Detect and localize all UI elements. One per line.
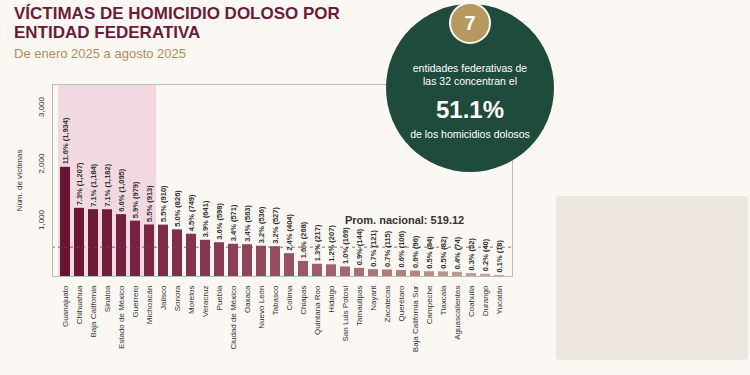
html-text:entidades federativas de las 3: entidades federativas de las 32 concentr… (412, 62, 528, 87)
svg-text:Campeche: Campeche (425, 285, 434, 324)
svg-text:7.1% (1,182): 7.1% (1,182) (103, 163, 112, 206)
svg-text:3,000: 3,000 (37, 97, 46, 118)
svg-text:Tamaulipas: Tamaulipas (355, 286, 364, 326)
svg-text:1.2% (207): 1.2% (207) (327, 225, 336, 262)
svg-text:Jalisco: Jalisco (159, 285, 168, 310)
svg-text:Quintana Roo: Quintana Roo (313, 285, 322, 335)
svg-text:0.6% (106): 0.6% (106) (397, 230, 406, 267)
svg-text:2,000: 2,000 (37, 153, 46, 174)
svg-text:5.9% (979): 5.9% (979) (131, 181, 140, 218)
svg-text:1.6% (268): 1.6% (268) (299, 221, 308, 258)
svg-text:Michoacán: Michoacán (145, 286, 154, 325)
svg-text:Estado de México: Estado de México (117, 285, 126, 349)
svg-text:0.2% (40): 0.2% (40) (481, 238, 490, 271)
svg-text:0.5% (82): 0.5% (82) (439, 236, 448, 269)
svg-text:San Luis Potosí: San Luis Potosí (341, 285, 350, 342)
svg-text:6.6% (1,095): 6.6% (1,095) (117, 168, 126, 211)
svg-text:1.0% (169): 1.0% (169) (341, 227, 350, 264)
svg-text:1.3% (217): 1.3% (217) (313, 224, 322, 261)
svg-text:Hidalgo: Hidalgo (327, 285, 336, 313)
svg-text:Oaxaca: Oaxaca (243, 285, 252, 313)
svg-text:0.7% (121): 0.7% (121) (369, 229, 378, 266)
svg-text:0.5% (84): 0.5% (84) (425, 236, 434, 269)
svg-text:Chiapas: Chiapas (299, 286, 308, 315)
svg-text:Morelos: Morelos (187, 286, 196, 314)
svg-text:3.2% (536): 3.2% (536) (257, 206, 266, 243)
svg-text:3.2% (527): 3.2% (527) (271, 207, 280, 244)
svg-text:Nuevo León: Nuevo León (257, 286, 266, 329)
svg-text:Chihuahua: Chihuahua (75, 285, 84, 324)
svg-text:3.9% (641): 3.9% (641) (201, 200, 210, 237)
svg-text:Sinaloa: Sinaloa (103, 285, 112, 312)
svg-text:Ciudad de México: Ciudad de México (229, 285, 238, 350)
svg-text:11.6% (1,934): 11.6% (1,934) (61, 117, 70, 164)
svg-text:3.6% (598): 3.6% (598) (215, 203, 224, 240)
svg-text:Núm. de víctimas: Núm. de víctimas (15, 150, 24, 212)
svg-text:0.3% (52): 0.3% (52) (467, 238, 476, 271)
svg-text:Veracruz: Veracruz (201, 286, 210, 318)
svg-text:Baja California: Baja California (89, 285, 98, 338)
svg-text:7.1% (1,184): 7.1% (1,184) (89, 163, 98, 206)
svg-text:Guanajuato: Guanajuato (61, 285, 70, 327)
svg-text:0.9% (144): 0.9% (144) (355, 228, 364, 265)
svg-text:Yucatán: Yucatán (495, 286, 504, 315)
svg-text:5.5% (913): 5.5% (913) (145, 185, 154, 222)
svg-text:Guerrero: Guerrero (131, 285, 140, 318)
svg-text:0.6% (96): 0.6% (96) (411, 235, 420, 268)
html-text:de los homicidios dolosos: de los homicidios dolosos (410, 128, 530, 140)
html-text:Prom. nacional: 519.12: Prom. nacional: 519.12 (345, 214, 465, 226)
svg-text:Aguascalientes: Aguascalientes (453, 286, 462, 340)
svg-text:0.1% (18): 0.1% (18) (495, 239, 504, 272)
svg-text:Durango: Durango (481, 285, 490, 316)
svg-text:4.5% (749): 4.5% (749) (187, 194, 196, 231)
svg-text:Coahuila: Coahuila (467, 285, 476, 317)
html-text:VÍCTIMAS DE HOMICIDIO DOLOSO P: VÍCTIMAS DE HOMICIDIO DOLOSO POR ENTIDAD… (14, 4, 340, 42)
html-text:De enero 2025 a agosto 2025: De enero 2025 a agosto 2025 (14, 46, 186, 61)
svg-text:1,000: 1,000 (37, 209, 46, 230)
svg-text:Puebla: Puebla (215, 285, 224, 310)
svg-text:Tlaxcala: Tlaxcala (439, 285, 448, 315)
svg-text:5.0% (826): 5.0% (826) (173, 190, 182, 227)
html-text:51.1%: 51.1% (436, 96, 504, 123)
html-text:7: 7 (464, 12, 476, 34)
svg-text:0.7% (115): 0.7% (115) (383, 230, 392, 267)
svg-text:Sonora: Sonora (173, 285, 182, 311)
svg-text:Zacatecas: Zacatecas (383, 286, 392, 323)
svg-text:3.4% (571): 3.4% (571) (229, 204, 238, 241)
svg-text:3.4% (563): 3.4% (563) (243, 205, 252, 242)
svg-text:2.4% (404): 2.4% (404) (285, 213, 294, 250)
svg-text:Nayarit: Nayarit (369, 285, 378, 311)
svg-text:0.4% (74): 0.4% (74) (453, 236, 462, 269)
svg-text:7.3% (1,207): 7.3% (1,207) (75, 162, 84, 205)
svg-text:Baja California Sur: Baja California Sur (411, 285, 420, 352)
svg-text:Colima: Colima (285, 285, 294, 310)
svg-text:Tabasco: Tabasco (271, 285, 280, 315)
svg-text:5.5% (910): 5.5% (910) (159, 185, 168, 222)
svg-text:Querétaro: Querétaro (397, 285, 406, 322)
